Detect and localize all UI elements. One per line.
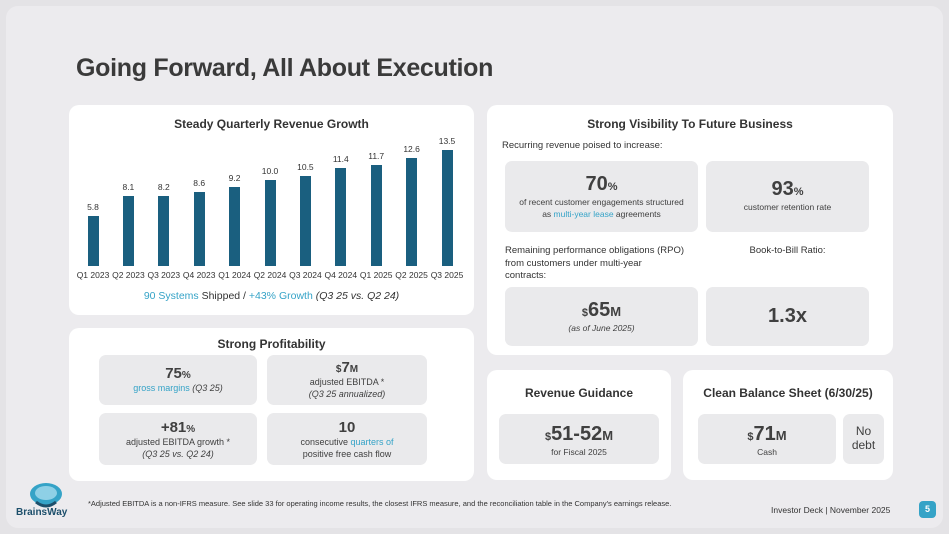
ebitda-growth-period: (Q3 25 vs. Q2 24) bbox=[142, 449, 214, 459]
chart-x-tick: Q2 2025 bbox=[395, 270, 428, 280]
fcf-tile: 10 consecutive quarters of positive free… bbox=[267, 413, 427, 465]
rpo-note: (as of June 2025) bbox=[568, 323, 635, 333]
chart-bar-label: 5.8 bbox=[87, 202, 99, 213]
chart-x-tick: Q1 2025 bbox=[359, 270, 393, 280]
chart-bar bbox=[370, 165, 382, 266]
chart-bar-label: 12.6 bbox=[403, 143, 420, 154]
guidance-tile: $51-52M for Fiscal 2025 bbox=[499, 414, 659, 464]
rpo-line1: Remaining performance obligations (RPO) bbox=[505, 245, 684, 256]
ebitda-period: (Q3 25 annualized) bbox=[308, 389, 386, 399]
debt-line1: No bbox=[855, 424, 872, 438]
chart-bar bbox=[264, 180, 276, 266]
balance-title: Clean Balance Sheet (6/30/25) bbox=[703, 386, 873, 400]
chart-bar-label: 13.5 bbox=[438, 136, 456, 146]
logo-text: BrainsWay bbox=[16, 507, 68, 518]
chart-x-tick: Q3 2025 bbox=[430, 270, 464, 280]
chart-bar bbox=[335, 168, 347, 266]
guidance-value: $51-52M bbox=[544, 423, 614, 445]
brainsway-logo-icon bbox=[30, 483, 62, 508]
page-number: 5 bbox=[919, 501, 936, 518]
chart-bar bbox=[406, 157, 418, 266]
chart-bar bbox=[193, 192, 205, 266]
retention-tile: 93% customer retention rate bbox=[706, 161, 869, 232]
chart-bar bbox=[158, 195, 170, 266]
caption-systems: 90 Systems bbox=[143, 290, 199, 302]
chart-bar bbox=[299, 175, 311, 266]
caption-period: (Q3 25 vs. Q2 24) bbox=[312, 290, 400, 302]
revenue-caption: 90 Systems Shipped / +43% Growth (Q3 25 … bbox=[69, 290, 474, 302]
chart-bar-label: 9.2 bbox=[228, 172, 241, 183]
gross-margin-period: (Q3 25) bbox=[189, 383, 223, 393]
ebitda-growth-tile: +81% adjusted EBITDA growth * (Q3 25 vs.… bbox=[99, 413, 257, 465]
gross-margin-tile: 75% gross margins (Q3 25) bbox=[99, 355, 257, 405]
deck-label: Investor Deck | November 2025 bbox=[771, 505, 891, 515]
recurring-line2a: as bbox=[542, 209, 554, 219]
guidance-title: Revenue Guidance bbox=[524, 386, 634, 400]
fcf-label-b: quarters of bbox=[350, 437, 394, 447]
recurring-tile: 70% of recent customer engagements struc… bbox=[505, 161, 698, 232]
cash-label: Cash bbox=[757, 447, 777, 457]
chart-bar-label: 10.0 bbox=[261, 166, 279, 177]
cash-tile: $71M Cash bbox=[698, 414, 836, 464]
rpo-text: Remaining performance obligations (RPO) … bbox=[505, 245, 684, 283]
rpo-tile: $65M (as of June 2025) bbox=[505, 287, 698, 346]
chart-x-tick: Q4 2023 bbox=[182, 270, 216, 280]
gross-margin-label: gross margins bbox=[133, 383, 190, 393]
fcf-label-a: consecutive bbox=[300, 437, 351, 447]
cash-value: $71M bbox=[747, 423, 787, 445]
page-title: Going Forward, All About Execution bbox=[76, 54, 494, 82]
balance-card: Clean Balance Sheet (6/30/25) $71M Cash … bbox=[683, 370, 893, 480]
chart-x-tick: Q3 2024 bbox=[289, 270, 322, 280]
visibility-card: Strong Visibility To Future Business Rec… bbox=[487, 105, 893, 355]
fcf-value: 10 bbox=[338, 419, 356, 436]
fcf-label-c: positive free cash flow bbox=[302, 449, 392, 459]
retention-label: customer retention rate bbox=[743, 202, 832, 212]
chart-x-tick: Q2 2023 bbox=[112, 270, 145, 280]
rpo-line3: contracts: bbox=[505, 270, 547, 281]
chart-bar-label: 8.6 bbox=[193, 178, 206, 189]
chart-x-tick: Q2 2024 bbox=[253, 270, 287, 280]
gross-margin-value: 75% bbox=[165, 365, 191, 382]
retention-value: 93% bbox=[771, 178, 804, 200]
guidance-label: for Fiscal 2025 bbox=[551, 447, 607, 457]
btb-tile: 1.3x bbox=[706, 287, 869, 346]
recurring-line2b: multi-year lease bbox=[553, 209, 614, 219]
caption-shipped: Shipped / bbox=[198, 290, 249, 302]
ebitda-value: $7M bbox=[335, 359, 359, 376]
btb-label: Book-to-Bill Ratio: bbox=[749, 245, 826, 256]
profitability-card: Strong Profitability 75% gross margins (… bbox=[69, 328, 474, 481]
chart-x-tick: Q1 2023 bbox=[76, 270, 110, 280]
chart-x-tick: Q1 2024 bbox=[218, 270, 251, 280]
guidance-card: Revenue Guidance $51-52M for Fiscal 2025 bbox=[487, 370, 671, 480]
ebitda-label: adjusted EBITDA * bbox=[309, 377, 385, 387]
btb-value: 1.3x bbox=[768, 305, 807, 327]
visibility-title: Strong Visibility To Future Business bbox=[587, 117, 793, 131]
chart-bar bbox=[229, 186, 241, 266]
chart-bar-label: 11.7 bbox=[368, 151, 385, 162]
rpo-value: $65M bbox=[581, 299, 622, 321]
ebitda-growth-label: adjusted EBITDA growth * bbox=[125, 437, 231, 447]
debt-tile: No debt bbox=[843, 414, 884, 464]
rpo-line2: from customers under multi-year bbox=[505, 257, 642, 269]
ebitda-tile: $7M adjusted EBITDA * (Q3 25 annualized) bbox=[267, 355, 427, 405]
revenue-title: Steady Quarterly Revenue Growth bbox=[174, 117, 369, 131]
chart-bar-label: 11.4 bbox=[332, 154, 349, 165]
chart-bar-label: 8.1 bbox=[122, 182, 135, 193]
chart-bar-label: 8.2 bbox=[157, 181, 170, 192]
chart-bar-label: 10.5 bbox=[297, 161, 314, 172]
debt-line2: debt bbox=[851, 438, 876, 452]
profitability-title: Strong Profitability bbox=[217, 337, 326, 351]
chart-bar bbox=[441, 150, 453, 266]
chart-x-tick: Q4 2024 bbox=[324, 270, 358, 280]
footnote: *Adjusted EBITDA is a non-IFRS measure. … bbox=[88, 499, 672, 508]
visibility-intro: Recurring revenue poised to increase: bbox=[502, 140, 663, 151]
recurring-line1: of recent customer engagements structure… bbox=[519, 197, 684, 207]
chart-x-tick: Q3 2023 bbox=[147, 270, 181, 280]
ebitda-growth-value: +81% bbox=[160, 419, 196, 436]
recurring-value: 70% bbox=[585, 173, 618, 195]
chart-bar bbox=[122, 196, 134, 266]
recurring-line2c: agreements bbox=[613, 209, 661, 219]
caption-growth: +43% Growth bbox=[248, 290, 313, 302]
chart-bar bbox=[87, 216, 99, 266]
